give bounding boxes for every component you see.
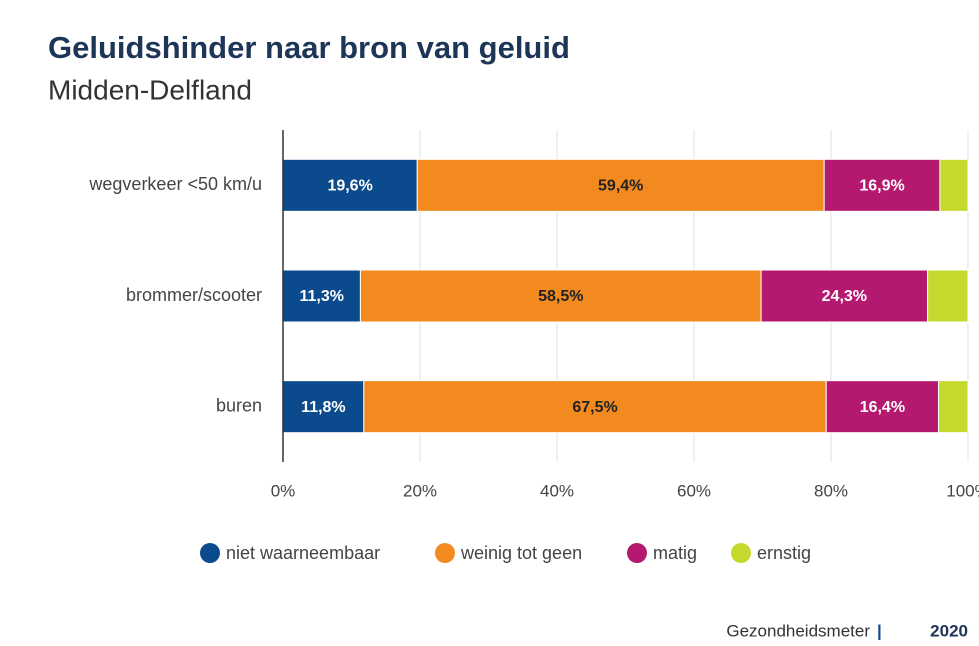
legend-marker [731,543,751,563]
x-tick-label: 40% [540,481,574,500]
legend-marker [200,543,220,563]
y-tick-label: buren [216,395,262,415]
year: 2020 [930,621,968,640]
data-label: 59,4% [598,178,643,195]
y-tick-label: brommer/scooter [126,285,262,305]
bar-segment [282,380,365,434]
data-label: 24,3% [822,288,867,305]
data-label: 67,5% [572,399,617,416]
bar-segment [938,380,969,434]
bar-segment [416,158,825,212]
legend-label: niet waarneembaar [226,543,380,563]
x-tick-label: 80% [814,481,848,500]
x-tick-label: 100% [946,481,979,500]
legend-label: matig [653,543,697,563]
x-tick-label: 20% [403,481,437,500]
source: Gezondheidsmeter [726,621,870,640]
data-label: 11,3% [299,288,343,305]
legend-marker [435,543,455,563]
data-label: 16,9% [859,178,904,195]
y-tick-label: wegverkeer <50 km/u [88,174,262,194]
bar-segment [927,269,969,323]
chart-subtitle: Midden-Delfland [48,74,252,105]
data-label: 58,5% [538,288,583,305]
data-label: 16,4% [860,399,905,416]
x-tick-label: 60% [677,481,711,500]
x-tick-label: 0% [271,481,296,500]
separator: | [877,621,882,640]
bar-segment [825,380,940,434]
bar-segment [363,380,827,434]
bar-segment [760,269,929,323]
chart-title: Geluidshinder naar bron van geluid [48,30,570,65]
data-label: 19,6% [327,178,372,195]
data-label: 11,8% [301,399,345,416]
legend-marker [627,543,647,563]
legend-label: weinig tot geen [460,543,582,563]
bar-segment [939,158,969,212]
legend-label: ernstig [757,543,811,563]
